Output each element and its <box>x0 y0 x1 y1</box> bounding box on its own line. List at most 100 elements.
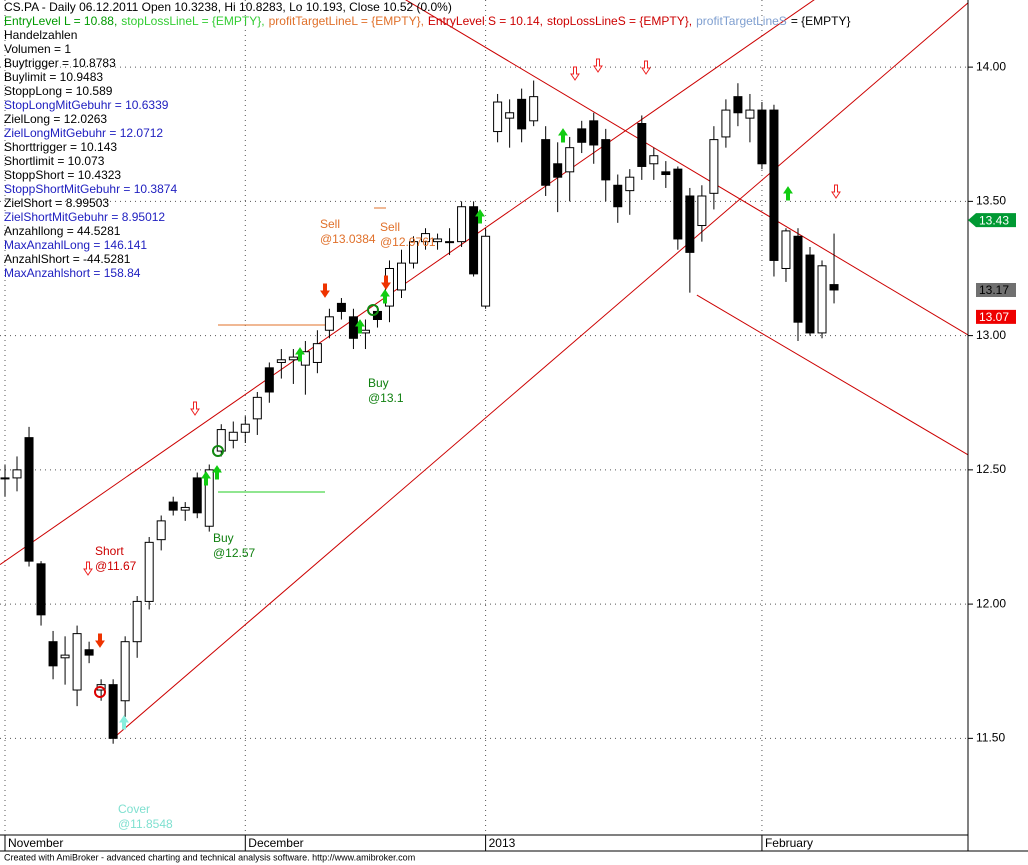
info-segment: profitTargetLineS <box>696 14 787 28</box>
candle-body <box>589 120 599 146</box>
candle-body <box>324 316 334 331</box>
candle-body <box>156 520 166 541</box>
signal-label: @12.9761 <box>380 235 436 249</box>
candle-body <box>48 641 58 667</box>
axes: 11.50 12.00 12.50 13.00 13.50 14.00 November De… <box>4 59 1016 851</box>
candle-body <box>781 230 791 269</box>
candle-body <box>204 469 214 527</box>
candle-body <box>396 262 406 291</box>
candle-body <box>577 128 587 143</box>
variable-line: MaxAnzahlLong = 146.141 <box>4 238 147 252</box>
down-arrow <box>83 561 93 576</box>
x-tick-label: 2013 <box>489 836 516 850</box>
candle-body <box>637 123 647 167</box>
info-line: EntryLevel L = 10.88, stopLossLineL = {EM… <box>4 14 851 28</box>
x-tick-label: December <box>248 836 303 850</box>
signal-label: Short <box>95 544 124 558</box>
signal-circle <box>94 686 106 698</box>
candle-body <box>661 171 671 176</box>
candle-body <box>216 429 226 452</box>
price-tag-label: 13.17 <box>979 283 1009 297</box>
candle-body <box>625 176 635 192</box>
signal-label: Sell <box>320 217 340 231</box>
up-arrow <box>355 319 365 334</box>
candle-body <box>312 343 322 363</box>
up-arrow <box>201 471 211 486</box>
candle-body <box>541 139 551 186</box>
candles <box>0 80 839 744</box>
candle-body <box>84 649 94 656</box>
up-arrow <box>119 715 129 730</box>
price-tag <box>976 282 1016 297</box>
info-segment: EntryLevel L = 10.88, <box>4 14 117 28</box>
candle-body <box>252 396 262 420</box>
signal-label: @11.8548 <box>118 817 173 831</box>
up-arrow <box>295 347 305 362</box>
up-arrow <box>783 186 793 201</box>
signal-circle <box>212 445 224 457</box>
variable-line: ZielLong = 12.0263 <box>4 112 107 126</box>
candle-body <box>180 506 190 511</box>
info-segment: stopLossLineS = {EMPTY}, <box>547 14 692 28</box>
signal-circle <box>367 304 379 316</box>
candle-body <box>793 235 803 323</box>
candle-body <box>24 437 34 562</box>
candle-body <box>336 302 346 312</box>
candle-body <box>421 233 431 243</box>
candle-body <box>565 147 575 173</box>
candle-body <box>348 316 358 339</box>
signal-label: Cover <box>118 802 150 816</box>
candle-body <box>601 139 611 181</box>
variable-line: Handelzahlen <box>4 28 77 42</box>
candle-body <box>709 139 719 194</box>
candle-body <box>360 329 370 334</box>
candle-body <box>493 101 503 133</box>
variable-line: ZielShortMitGebuhr = 8.95012 <box>4 210 165 224</box>
footer: Created with AmiBroker - advanced charti… <box>4 852 415 862</box>
candle-body <box>505 112 515 119</box>
candle-body <box>60 654 70 659</box>
price-tag <box>968 213 1016 228</box>
variable-line: Buylimit = 10.9483 <box>4 70 103 84</box>
info-segment: CS.PA - Daily 06.12.2011 Open 10.3238, H… <box>4 0 452 14</box>
down-arrow <box>190 401 200 416</box>
trendline <box>405 0 969 336</box>
variable-line: Anzahllong = 44.5281 <box>4 224 121 238</box>
variable-line: AnzahlShort = -44.5281 <box>4 252 131 266</box>
candle-body <box>649 155 659 165</box>
variable-line: StoppLong = 10.589 <box>4 84 113 98</box>
y-tick-label: 13.00 <box>976 328 1006 342</box>
down-arrow <box>831 184 841 199</box>
down-arrow <box>381 275 391 290</box>
candle-body <box>264 367 274 393</box>
candle-body <box>36 563 46 616</box>
down-arrow <box>320 283 330 298</box>
price-tag <box>976 309 1016 324</box>
y-tick-label: 12.50 <box>976 462 1006 476</box>
candle-body <box>0 477 10 480</box>
candle-body <box>757 109 767 165</box>
candle-body <box>228 431 238 441</box>
down-arrow <box>641 60 651 75</box>
variable-line: ZielShort = 8.99503 <box>4 196 109 210</box>
variable-line: Buytrigger = 10.8783 <box>4 56 116 70</box>
candle-body <box>144 541 154 602</box>
trendline <box>112 2 969 739</box>
candle-body <box>805 254 815 334</box>
up-arrow <box>380 289 390 304</box>
signal-label: @13.0384 <box>320 232 376 246</box>
candle-body <box>817 265 827 334</box>
candle-body <box>529 96 539 122</box>
info-segment: stopLossLineL = {EMPTY}, <box>121 14 264 28</box>
variable-line: Shorttrigger = 10.143 <box>4 140 117 154</box>
trendline <box>0 0 815 566</box>
price-tag-label: 13.07 <box>979 310 1009 324</box>
info-segment: profitTargetLineL = {EMPTY}, <box>269 14 424 28</box>
signal-label: @13.1 <box>368 391 404 405</box>
candle-body <box>733 96 743 114</box>
candle-body <box>457 206 467 243</box>
down-arrow <box>570 66 580 81</box>
